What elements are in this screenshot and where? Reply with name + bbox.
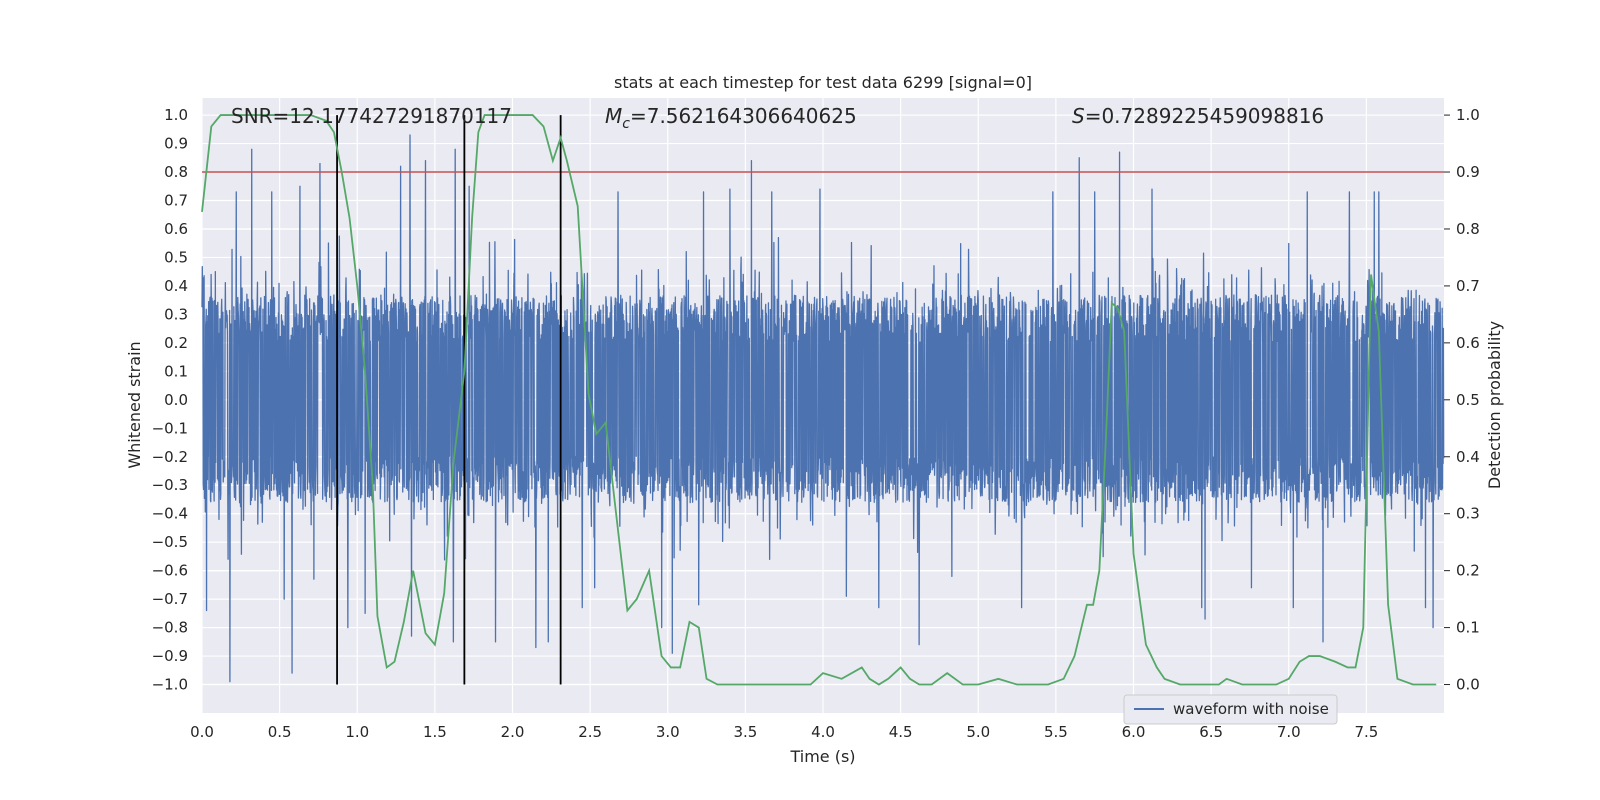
x-tick-label: 6.5 <box>1199 723 1223 741</box>
y-tick-label: −0.1 <box>152 419 188 437</box>
statistic-value: =0.7289225459098816 <box>1085 104 1324 128</box>
legend-label-waveform: waveform with noise <box>1173 700 1329 718</box>
y-axis-label: Whitened strain <box>125 341 144 468</box>
y-tick-label: 0.3 <box>164 305 188 323</box>
left-y-axis-ticks: 1.0 0.9 0.8 0.7 0.6 0.5 0.4 0.3 0.2 0.1 0.0 −0.1 −0.… <box>152 106 188 693</box>
y-tick-label: 1.0 <box>164 106 188 124</box>
y-tick-label: −0.7 <box>152 590 188 608</box>
y-tick-label: 0.9 <box>164 135 188 153</box>
chirp-mass-annotation: Mc=7.562164306640625 <box>605 104 857 132</box>
y-tick-label: 0.6 <box>164 220 188 238</box>
statistic-symbol: S <box>1072 104 1085 128</box>
y-tick-label: 0.5 <box>164 248 188 266</box>
y-tick-label: 0.1 <box>164 362 188 380</box>
waveform-series <box>201 134 1445 683</box>
right-y-tick-label: 0.9 <box>1456 163 1480 181</box>
right-y-tick-label: 0.4 <box>1456 448 1480 466</box>
right-y-tick-label: 0.0 <box>1456 676 1480 694</box>
x-tick-label: 3.0 <box>656 723 680 741</box>
x-axis-ticks: 0.0 0.5 1.0 1.5 2.0 2.5 3.0 3.5 4.0 4.5 5.0 5.5 6.0 6… <box>190 723 1378 741</box>
y-tick-label: 0.0 <box>164 391 188 409</box>
x-tick-label: 0.0 <box>190 723 214 741</box>
right-y-tick-label: 0.5 <box>1456 391 1480 409</box>
event-lines <box>336 115 562 685</box>
x-tick-label: 2.5 <box>578 723 602 741</box>
right-y-tick-label: 0.7 <box>1456 277 1480 295</box>
y-tick-label: −0.5 <box>152 533 188 551</box>
chirp-mass-subscript: c <box>622 116 630 132</box>
chirp-mass-value: =7.562164306640625 <box>630 104 857 128</box>
right-y-axis-label: Detection probability <box>1485 321 1504 489</box>
x-tick-label: 6.0 <box>1122 723 1146 741</box>
legend-box <box>1123 694 1338 725</box>
right-y-tick-label: 0.6 <box>1456 334 1480 352</box>
right-y-axis-ticks: 1.0 0.9 0.8 0.7 0.6 0.5 0.4 0.3 0.2 0.1 0.0 <box>1444 106 1480 694</box>
x-tick-label: 5.0 <box>966 723 990 741</box>
x-tick-label: 0.5 <box>268 723 292 741</box>
right-y-tick-label: 0.3 <box>1456 505 1480 523</box>
x-tick-label: 2.0 <box>501 723 525 741</box>
chirp-mass-symbol: M <box>605 104 622 128</box>
y-tick-label: −0.2 <box>152 448 188 466</box>
right-y-tick-label: 0.2 <box>1456 562 1480 580</box>
x-tick-label: 7.5 <box>1354 723 1378 741</box>
y-tick-label: −0.6 <box>152 562 188 580</box>
x-tick-label: 1.0 <box>345 723 369 741</box>
y-tick-label: 0.7 <box>164 192 188 210</box>
y-tick-label: 0.4 <box>164 277 188 295</box>
y-tick-label: −0.8 <box>152 619 188 637</box>
snr-annotation: SNR=12.177427291870117 <box>231 104 512 128</box>
y-tick-label: 0.2 <box>164 334 188 352</box>
y-tick-label: −1.0 <box>152 676 188 694</box>
y-tick-label: −0.4 <box>152 505 188 523</box>
right-y-tick-label: 1.0 <box>1456 106 1480 124</box>
detection-probability-line <box>201 114 1437 686</box>
x-tick-label: 3.5 <box>733 723 757 741</box>
x-tick-label: 7.0 <box>1277 723 1301 741</box>
right-y-tick-label: 0.8 <box>1456 220 1480 238</box>
legend: waveform with noise <box>1123 694 1338 725</box>
y-tick-label: −0.9 <box>152 647 188 665</box>
statistic-annotation: S=0.7289225459098816 <box>1072 104 1324 128</box>
x-tick-label: 4.0 <box>811 723 835 741</box>
x-tick-label: 4.5 <box>889 723 913 741</box>
x-tick-label: 1.5 <box>423 723 447 741</box>
chart-title: stats at each timestep for test data 629… <box>614 73 1032 92</box>
y-tick-label: −0.3 <box>152 476 188 494</box>
x-tick-label: 5.5 <box>1044 723 1068 741</box>
waveform-line <box>201 134 1445 683</box>
y-tick-label: 0.8 <box>164 163 188 181</box>
x-axis-label: Time (s) <box>789 747 855 766</box>
right-y-tick-label: 0.1 <box>1456 619 1480 637</box>
